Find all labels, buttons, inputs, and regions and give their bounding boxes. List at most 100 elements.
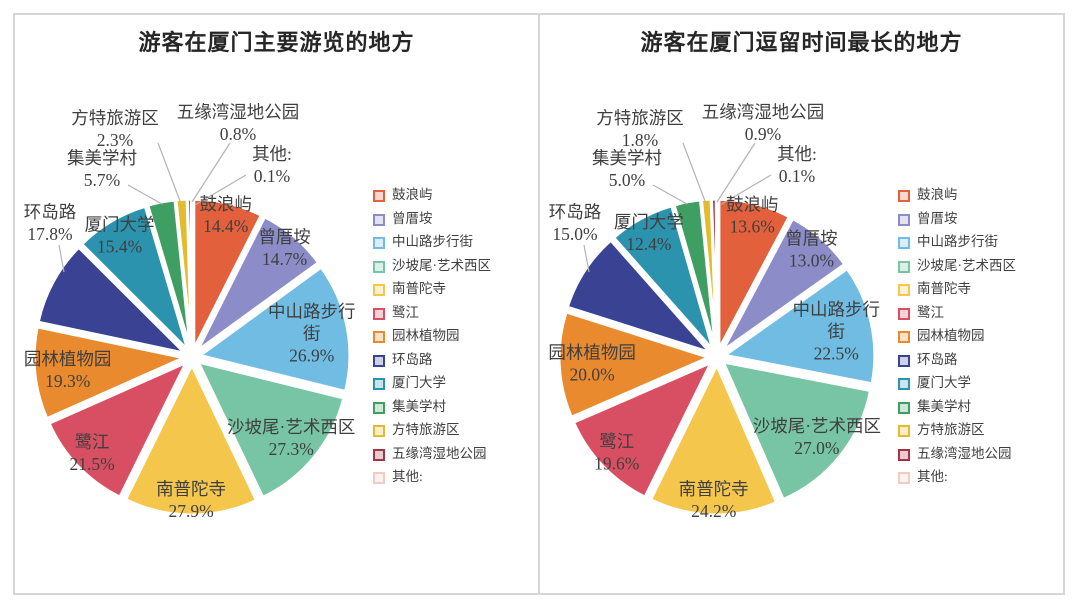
slice-label-9: 集美学村 5.7% (67, 148, 137, 190)
legend-right: 鼓浪屿 曾厝垵中山路步行街 沙坡尾·艺术西区 南普陀寺 鹭江园林植物园环岛路 厦门大学 集美… (898, 185, 1058, 491)
slice-label-8: 厦门大学 12.4% (614, 212, 684, 254)
slice-label-11: 五缘湾湿地公园 0.8% (177, 102, 300, 144)
pie-slice-6 (557, 310, 711, 419)
legend-item-4: 南普陀寺 (898, 279, 1058, 303)
leader-line-11 (191, 142, 231, 203)
legend-marker-icon (898, 307, 910, 320)
pie-slice-2 (198, 265, 352, 393)
legend-label: 集美学村 (392, 398, 446, 414)
legend-marker-icon (898, 284, 910, 296)
legend-item-7: 环岛路 (373, 350, 533, 374)
leader-line-9 (127, 184, 163, 205)
legend-label: 园林植物园 (917, 328, 985, 343)
legend-marker-icon (373, 213, 385, 226)
slice-label-3: 沙坡尾·艺术西区 27.0% (753, 416, 881, 458)
pie-slice-2 (723, 267, 877, 386)
slice-label-10: 方特旅游区 1.8% (596, 108, 684, 150)
slice-label-4: 南普陀寺 27.9% (156, 479, 226, 521)
legend-marker-icon (373, 448, 385, 461)
slice-label-12: 其他: 0.1% (777, 144, 817, 186)
slice-label-1: 曾厝垵 14.7% (258, 227, 311, 269)
leader-line-12 (194, 174, 247, 206)
legend-marker-icon (898, 425, 910, 437)
legend-label: 中山路步行街 (392, 234, 473, 249)
legend-item-3: 沙坡尾·艺术西区 (898, 256, 1058, 280)
slice-label-5: 鹭江 21.5% (69, 432, 114, 474)
legend-label: 环岛路 (392, 351, 433, 367)
legend-left: 鼓浪屿 曾厝垵 中山路步行街 沙坡尾·艺术西区 南普陀寺 鹭江 园林植物园 环岛路 厦门大学 集美… (373, 185, 533, 491)
legend-marker-icon (898, 378, 910, 390)
legend-label: 方特旅游区 (392, 422, 460, 437)
legend-marker-icon (898, 213, 910, 226)
leader-line-12 (719, 174, 772, 206)
pie-slice-1 (195, 215, 320, 353)
chart-title-left: 游客在厦门主要游览的地方 (138, 30, 415, 55)
legend-item-9: 集美学村 (898, 397, 1058, 421)
slice-label-9: 集美学村 5.0% (592, 148, 662, 190)
legend-item-2: 中山路步行街 (373, 232, 533, 256)
legend-item-7: 环岛路 (898, 350, 1058, 374)
legend-item-6: 园林植物园 (898, 326, 1058, 350)
legend-marker-icon (373, 378, 385, 390)
slice-label-3: 沙坡尾·艺术西区 27.3% (227, 417, 355, 459)
legend-label: 五缘湾湿地公园 (392, 445, 487, 461)
panel-divider (538, 15, 540, 593)
slice-label-6: 园林植物园 19.3% (24, 349, 112, 391)
legend-marker-icon (373, 307, 385, 320)
legend-label: 园林植物园 (392, 328, 460, 343)
legend-marker-icon (898, 237, 910, 249)
legend-item-2: 中山路步行街 (898, 232, 1058, 256)
pie-slice-7 (565, 238, 712, 355)
slice-label-12: 其他: 0.1% (252, 144, 292, 186)
legend-label: 五缘湾湿地公园 (917, 445, 1012, 461)
legend-item-6: 园林植物园 (373, 326, 533, 350)
legend-item-8: 厦门大学 (898, 373, 1058, 397)
chart-panel-right: 游客在厦门逗留时间最长的地方 鼓浪屿 13.6% 曾厝垵 13.0% 中山路步行街 22.… (540, 15, 1063, 593)
legend-item-12: 其他: (898, 467, 1058, 491)
legend-marker-icon (898, 354, 910, 367)
legend-marker-icon (898, 331, 910, 343)
legend-label: 曾厝垵 (917, 210, 958, 226)
legend-item-3: 沙坡尾·艺术西区 (373, 256, 533, 280)
legend-marker-icon (373, 284, 385, 296)
leader-line-7 (583, 244, 590, 273)
legend-label: 鹭江 (917, 304, 944, 320)
pie-slice-1 (720, 217, 847, 353)
legend-label: 其他: (392, 469, 423, 484)
legend-marker-icon (373, 260, 385, 273)
legend-marker-icon (898, 260, 910, 273)
legend-item-11: 五缘湾湿地公园 (373, 444, 533, 468)
legend-label: 曾厝垵 (392, 210, 433, 226)
pie-slice-6 (32, 325, 186, 421)
legend-label: 方特旅游区 (917, 422, 985, 437)
slice-label-0: 鼓浪屿 13.6% (726, 194, 779, 236)
legend-item-8: 厦门大学 (373, 373, 533, 397)
legend-label: 南普陀寺 (392, 281, 446, 296)
pie-slice-3 (196, 360, 346, 499)
legend-marker-icon (373, 331, 385, 343)
legend-item-0: 鼓浪屿 (898, 185, 1058, 209)
legend-marker-icon (898, 401, 910, 414)
pie-slice-3 (721, 360, 872, 501)
legend-label: 鹭江 (392, 304, 419, 320)
legend-item-12: 其他: (373, 467, 533, 491)
slice-label-2: 中山路步行街 26.9% (268, 302, 356, 366)
legend-item-1: 曾厝垵 (373, 209, 533, 233)
legend-marker-icon (373, 401, 385, 414)
pie-slice-7 (36, 245, 187, 355)
legend-label: 集美学村 (917, 398, 971, 414)
leader-line-11 (716, 142, 756, 203)
legend-marker-icon (373, 425, 385, 437)
legend-item-10: 方特旅游区 (898, 420, 1058, 444)
legend-marker-icon (373, 354, 385, 367)
slice-label-11: 五缘湾湿地公园 0.9% (702, 102, 825, 144)
legend-marker-icon (373, 190, 385, 202)
legend-item-5: 鹭江 (373, 303, 533, 327)
slice-label-1: 曾厝垵 13.0% (785, 229, 838, 271)
legend-marker-icon (898, 190, 910, 202)
slice-label-4: 南普陀寺 24.2% (679, 479, 749, 521)
pie-slice-4 (124, 363, 258, 517)
slice-label-5: 鹭江 19.6% (594, 432, 639, 474)
legend-marker-icon (373, 237, 385, 249)
